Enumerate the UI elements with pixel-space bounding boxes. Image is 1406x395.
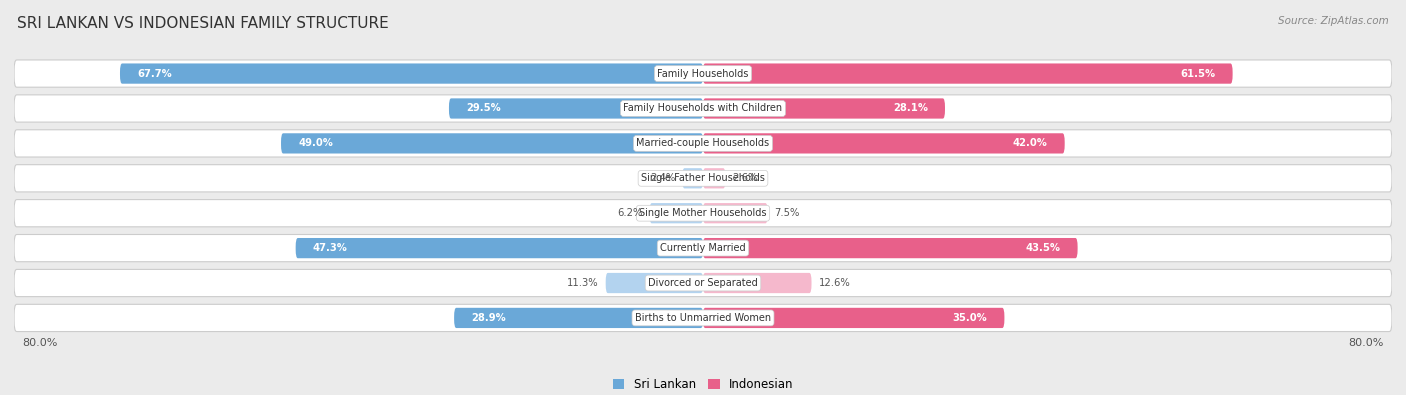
Text: 49.0%: 49.0% [298, 138, 333, 149]
FancyBboxPatch shape [682, 168, 703, 188]
Text: Single Mother Households: Single Mother Households [640, 208, 766, 218]
FancyBboxPatch shape [14, 304, 1392, 331]
FancyBboxPatch shape [281, 133, 703, 154]
Text: Divorced or Separated: Divorced or Separated [648, 278, 758, 288]
FancyBboxPatch shape [703, 64, 1233, 84]
Text: Single Father Households: Single Father Households [641, 173, 765, 183]
Text: 35.0%: 35.0% [952, 313, 987, 323]
Text: Family Households: Family Households [658, 69, 748, 79]
Text: 28.9%: 28.9% [471, 313, 506, 323]
Text: 80.0%: 80.0% [1348, 338, 1384, 348]
FancyBboxPatch shape [606, 273, 703, 293]
FancyBboxPatch shape [14, 269, 1392, 297]
FancyBboxPatch shape [703, 273, 811, 293]
Text: 61.5%: 61.5% [1180, 69, 1215, 79]
Text: 67.7%: 67.7% [138, 69, 172, 79]
Text: 2.6%: 2.6% [733, 173, 758, 183]
FancyBboxPatch shape [14, 165, 1392, 192]
FancyBboxPatch shape [14, 235, 1392, 262]
Text: Married-couple Households: Married-couple Households [637, 138, 769, 149]
Text: Births to Unmarried Women: Births to Unmarried Women [636, 313, 770, 323]
Text: 42.0%: 42.0% [1012, 138, 1047, 149]
Text: 80.0%: 80.0% [22, 338, 58, 348]
FancyBboxPatch shape [703, 203, 768, 223]
Text: 28.1%: 28.1% [893, 103, 928, 113]
Text: 2.4%: 2.4% [650, 173, 675, 183]
FancyBboxPatch shape [703, 168, 725, 188]
FancyBboxPatch shape [703, 238, 1077, 258]
FancyBboxPatch shape [14, 95, 1392, 122]
FancyBboxPatch shape [703, 308, 1004, 328]
Text: SRI LANKAN VS INDONESIAN FAMILY STRUCTURE: SRI LANKAN VS INDONESIAN FAMILY STRUCTUR… [17, 16, 388, 31]
Text: Currently Married: Currently Married [661, 243, 745, 253]
Legend: Sri Lankan, Indonesian: Sri Lankan, Indonesian [607, 373, 799, 395]
FancyBboxPatch shape [703, 133, 1064, 154]
Text: Source: ZipAtlas.com: Source: ZipAtlas.com [1278, 16, 1389, 26]
FancyBboxPatch shape [650, 203, 703, 223]
FancyBboxPatch shape [14, 60, 1392, 87]
FancyBboxPatch shape [14, 130, 1392, 157]
Text: 6.2%: 6.2% [617, 208, 643, 218]
Text: 29.5%: 29.5% [467, 103, 501, 113]
FancyBboxPatch shape [295, 238, 703, 258]
Text: 47.3%: 47.3% [314, 243, 347, 253]
Text: 7.5%: 7.5% [775, 208, 800, 218]
FancyBboxPatch shape [454, 308, 703, 328]
Text: 43.5%: 43.5% [1025, 243, 1060, 253]
FancyBboxPatch shape [120, 64, 703, 84]
FancyBboxPatch shape [703, 98, 945, 118]
FancyBboxPatch shape [14, 199, 1392, 227]
FancyBboxPatch shape [449, 98, 703, 118]
Text: 11.3%: 11.3% [567, 278, 599, 288]
Text: 12.6%: 12.6% [818, 278, 851, 288]
Text: Family Households with Children: Family Households with Children [623, 103, 783, 113]
